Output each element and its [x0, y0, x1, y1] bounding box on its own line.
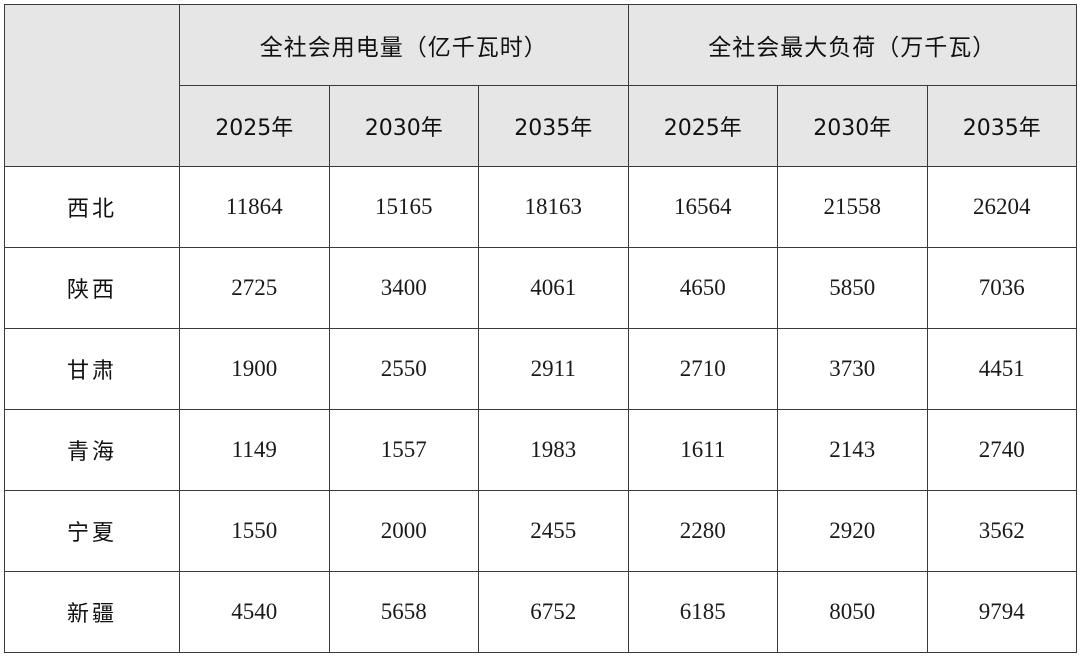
table-row: 宁夏 1550 2000 2455 2280 2920 3562: [4, 490, 1078, 572]
header-row-years: 2025年 2030年 2035年 2025年 2030年 2035年: [5, 85, 1078, 167]
group-header-electricity: 全社会用电量（亿千瓦时）: [179, 4, 629, 86]
year-header: 2035年: [926, 85, 1078, 167]
value-cell: 7036: [926, 247, 1078, 329]
value-cell: 1900: [179, 328, 330, 410]
value-cell: 15165: [328, 166, 479, 248]
region-cell: 宁夏: [4, 490, 180, 572]
value-cell: 21558: [777, 166, 928, 248]
table-row: 陕西 2725 3400 4061 4650 5850 7036: [4, 247, 1078, 329]
value-cell: 11864: [179, 166, 330, 248]
year-header: 2035年: [478, 85, 629, 167]
corner-cell: [4, 4, 180, 167]
value-cell: 2000: [328, 490, 479, 572]
value-cell: 5658: [328, 571, 479, 653]
group-header-max-load: 全社会最大负荷（万千瓦）: [627, 4, 1078, 86]
year-header: 2025年: [627, 85, 779, 167]
value-cell: 2550: [328, 328, 479, 410]
table-row: 新疆 4540 5658 6752 6185 8050 9794: [4, 571, 1078, 653]
value-cell: 2455: [478, 490, 629, 572]
value-cell: 1611: [627, 409, 779, 491]
data-table: 全社会用电量（亿千瓦时） 全社会最大负荷（万千瓦） 2025年 2030年 20…: [4, 4, 1078, 653]
value-cell: 2710: [627, 328, 779, 410]
table-row: 西北 11864 15165 18163 16564 21558 26204: [4, 166, 1078, 248]
value-cell: 16564: [627, 166, 779, 248]
value-cell: 2725: [179, 247, 330, 329]
value-cell: 2911: [478, 328, 629, 410]
value-cell: 4451: [926, 328, 1078, 410]
value-cell: 9794: [926, 571, 1078, 653]
header-row-groups: 全社会用电量（亿千瓦时） 全社会最大负荷（万千瓦）: [4, 4, 1078, 167]
region-cell: 青海: [4, 409, 180, 491]
region-cell: 甘肃: [4, 328, 180, 410]
value-cell: 4061: [478, 247, 629, 329]
year-header: 2030年: [777, 85, 928, 167]
value-cell: 6185: [627, 571, 779, 653]
table-row: 青海 1149 1557 1983 1611 2143 2740: [4, 409, 1078, 491]
value-cell: 2740: [926, 409, 1078, 491]
value-cell: 1149: [179, 409, 330, 491]
value-cell: 2920: [777, 490, 928, 572]
region-cell: 西北: [4, 166, 180, 248]
value-cell: 8050: [777, 571, 928, 653]
value-cell: 2280: [627, 490, 779, 572]
value-cell: 5850: [777, 247, 928, 329]
region-cell: 陕西: [4, 247, 180, 329]
value-cell: 18163: [478, 166, 629, 248]
table-row: 甘肃 1900 2550 2911 2710 3730 4451: [4, 328, 1078, 410]
value-cell: 6752: [478, 571, 629, 653]
value-cell: 1557: [328, 409, 479, 491]
year-header: 2030年: [328, 85, 479, 167]
value-cell: 4540: [179, 571, 330, 653]
value-cell: 3400: [328, 247, 479, 329]
value-cell: 4650: [627, 247, 779, 329]
value-cell: 3730: [777, 328, 928, 410]
value-cell: 26204: [926, 166, 1078, 248]
value-cell: 2143: [777, 409, 928, 491]
value-cell: 1550: [179, 490, 330, 572]
value-cell: 3562: [926, 490, 1078, 572]
region-cell: 新疆: [4, 571, 180, 653]
value-cell: 1983: [478, 409, 629, 491]
year-header: 2025年: [179, 85, 330, 167]
